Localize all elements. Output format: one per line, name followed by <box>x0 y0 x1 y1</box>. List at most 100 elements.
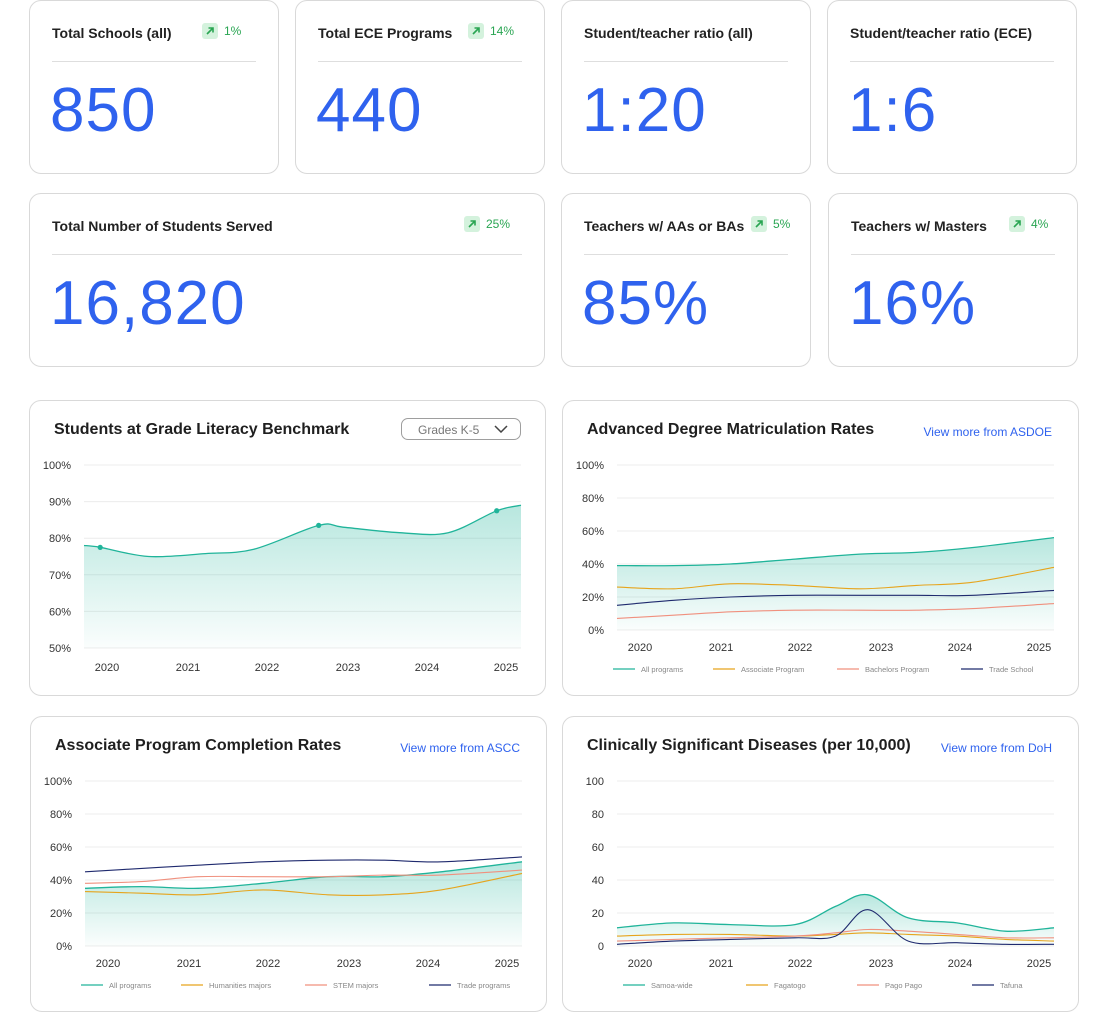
legend-label: Associate Program <box>741 665 804 674</box>
stat-label: Total ECE Programs <box>318 25 453 41</box>
y-tick-label: 40 <box>592 875 604 887</box>
x-tick-label: 2020 <box>95 662 119 674</box>
y-tick-label: 0% <box>56 941 72 953</box>
y-tick-label: 0 <box>598 941 604 953</box>
y-tick-label: 100% <box>576 460 604 472</box>
change-value: 14% <box>490 24 515 38</box>
y-tick-label: 20 <box>592 908 604 920</box>
series-area <box>85 861 522 946</box>
legend-label: All programs <box>641 665 683 674</box>
x-tick-label: 2025 <box>495 958 519 970</box>
series-line-trade-programs[interactable] <box>84 856 523 873</box>
view-more-link[interactable]: View more from ASDOE <box>923 425 1052 439</box>
y-tick-label: 40% <box>50 875 72 887</box>
change-value: 5% <box>773 217 791 231</box>
x-tick-label: 2025 <box>1027 958 1051 970</box>
y-tick-label: 60% <box>582 526 604 538</box>
series-line-stem-majors[interactable] <box>84 869 523 884</box>
change-badge: 1% <box>202 23 241 39</box>
stat-card-ratio-all: Student/teacher ratio (all) 1:20 <box>561 0 811 174</box>
x-tick-label: 2023 <box>337 958 361 970</box>
y-tick-label: 100 <box>586 776 604 788</box>
x-tick-label: 2022 <box>256 958 280 970</box>
x-tick-label: 2025 <box>494 662 518 674</box>
chart-title: Advanced Degree Matriculation Rates <box>587 421 875 438</box>
view-more-link[interactable]: View more from DoH <box>940 741 1052 755</box>
series-line-bachelors-program[interactable] <box>616 603 1055 619</box>
legend-label: STEM majors <box>333 981 379 990</box>
stat-value: 16,820 <box>50 269 246 338</box>
stat-label: Total Schools (all) <box>52 25 172 41</box>
stat-label: Student/teacher ratio (ECE) <box>850 25 1033 41</box>
legend-label: Pago Pago <box>885 981 922 990</box>
y-tick-label: 70% <box>49 570 71 582</box>
y-tick-label: 50% <box>49 643 71 655</box>
chart-card-matriculation: Advanced Degree Matriculation Rates View… <box>562 400 1079 696</box>
legend-label: Trade School <box>989 665 1034 674</box>
grades-dropdown[interactable]: Grades K-5 <box>401 418 521 440</box>
stat-value: 850 <box>50 76 157 145</box>
series-line-all-programs[interactable] <box>616 536 1055 567</box>
chart-card-diseases: Clinically Significant Diseases (per 10,… <box>562 716 1079 1012</box>
y-tick-label: 20% <box>582 592 604 604</box>
stat-value: 16% <box>849 269 977 338</box>
data-point[interactable] <box>97 544 103 550</box>
stat-value: 85% <box>582 269 710 338</box>
change-value: 4% <box>1031 217 1049 231</box>
data-point[interactable] <box>316 522 322 528</box>
legend-label: Samoa-wide <box>651 981 693 990</box>
y-tick-label: 80% <box>582 493 604 505</box>
y-tick-label: 60 <box>592 842 604 854</box>
stat-card-total-ece: Total ECE Programs 14% 440 <box>295 0 545 174</box>
chart-title: Students at Grade Literacy Benchmark <box>54 421 350 438</box>
x-tick-label: 2023 <box>869 642 893 654</box>
y-tick-label: 80% <box>49 533 71 545</box>
x-tick-label: 2020 <box>628 958 652 970</box>
y-tick-label: 60% <box>50 842 72 854</box>
x-tick-label: 2024 <box>415 662 439 674</box>
change-badge: 14% <box>468 23 514 39</box>
series-line-tafuna[interactable] <box>616 909 1055 945</box>
series-line-fagatogo[interactable] <box>616 932 1055 942</box>
chart-card-associate: Associate Program Completion Rates View … <box>30 716 547 1012</box>
trend-up-icon <box>468 23 484 39</box>
chart-title: Clinically Significant Diseases (per 10,… <box>587 737 911 754</box>
stat-label: Teachers w/ AAs or BAs <box>584 218 745 234</box>
series-line-pago-pago[interactable] <box>616 928 1055 942</box>
x-tick-label: 2024 <box>416 958 440 970</box>
change-badge: 25% <box>464 216 510 232</box>
stat-card-teachers-aa-ba: Teachers w/ AAs or BAs 5% 85% <box>561 193 811 367</box>
change-value: 25% <box>486 217 511 231</box>
x-tick-label: 2023 <box>336 662 360 674</box>
legend-label: Fagatogo <box>774 981 806 990</box>
stat-value: 440 <box>316 76 423 145</box>
chart-plot: 100% 80% 60% 40% 20% 0% 2020 2021 2022 2023 2024 20… <box>44 776 523 990</box>
divider <box>584 254 788 255</box>
legend-label: Humanities majors <box>209 981 271 990</box>
x-tick-label: 2021 <box>176 662 200 674</box>
series-line-humanities-majors[interactable] <box>84 872 523 897</box>
y-tick-label: 60% <box>49 606 71 618</box>
y-tick-label: 40% <box>582 559 604 571</box>
stat-card-teachers-masters: Teachers w/ Masters 4% 16% <box>828 193 1078 367</box>
series-line-associate-program[interactable] <box>616 566 1055 590</box>
x-tick-label: 2022 <box>788 958 812 970</box>
legend-label: All programs <box>109 981 151 990</box>
dropdown-value: Grades K-5 <box>418 423 480 437</box>
series-line-trade-school[interactable] <box>616 589 1055 606</box>
chart-plot: 100 80 60 40 20 0 2020 2021 2022 2023 2024 2025 Samo… <box>586 776 1055 990</box>
y-tick-label: 100% <box>44 776 72 788</box>
data-point[interactable] <box>494 508 500 514</box>
chart-card-literacy: Students at Grade Literacy Benchmark Gra… <box>29 400 546 696</box>
divider <box>318 61 522 62</box>
change-badge: 4% <box>1009 216 1048 232</box>
y-tick-label: 80 <box>592 809 604 821</box>
x-tick-label: 2021 <box>709 642 733 654</box>
trend-up-icon <box>1009 216 1025 232</box>
divider <box>52 61 256 62</box>
series-line-samoa-wide[interactable] <box>616 893 1055 932</box>
chevron-down-icon <box>494 425 508 433</box>
x-tick-label: 2025 <box>1027 642 1051 654</box>
series-line-all-programs[interactable] <box>84 861 523 890</box>
view-more-link[interactable]: View more from ASCC <box>400 741 520 755</box>
